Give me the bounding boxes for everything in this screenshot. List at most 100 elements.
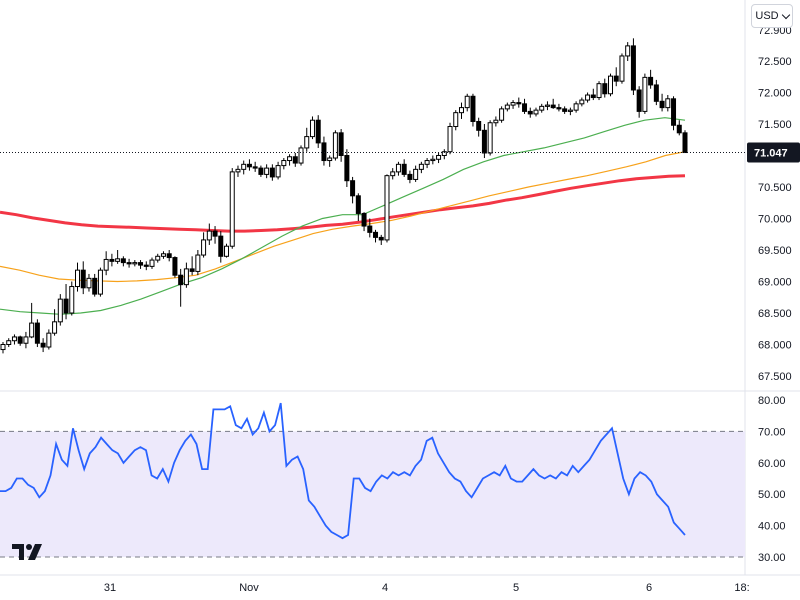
candle bbox=[11, 334, 17, 345]
candle bbox=[642, 73, 648, 114]
candle bbox=[229, 168, 235, 249]
candle bbox=[304, 127, 310, 152]
rsi-tick-label: 70.00 bbox=[758, 426, 786, 438]
rsi-band bbox=[0, 430, 745, 558]
candle bbox=[338, 129, 344, 162]
candle bbox=[453, 110, 459, 131]
candle bbox=[424, 158, 430, 169]
candle bbox=[613, 67, 619, 87]
price-tick-label: 70.500 bbox=[758, 182, 792, 194]
price-tick-label: 72.900 bbox=[758, 25, 792, 37]
time-tick-label: 4 bbox=[382, 582, 388, 594]
candle bbox=[332, 130, 338, 161]
candle bbox=[653, 79, 659, 106]
candle bbox=[504, 102, 510, 112]
candle bbox=[464, 93, 470, 112]
time-tick-label: Nov bbox=[239, 582, 259, 594]
candle bbox=[287, 154, 293, 166]
candle bbox=[373, 229, 379, 243]
candle bbox=[401, 159, 407, 177]
candle bbox=[309, 116, 315, 140]
candle bbox=[258, 165, 264, 177]
candle bbox=[499, 106, 505, 123]
candle bbox=[344, 149, 350, 187]
rsi-tick-label: 30.00 bbox=[758, 552, 786, 564]
candle bbox=[665, 95, 671, 112]
candle bbox=[384, 174, 390, 243]
candle bbox=[206, 223, 212, 245]
candle bbox=[138, 260, 144, 269]
candle bbox=[97, 267, 103, 297]
last-price-badge bbox=[747, 142, 800, 163]
time-tick-label: 31 bbox=[104, 582, 116, 594]
candle bbox=[281, 158, 287, 170]
candle bbox=[40, 338, 46, 353]
candle bbox=[126, 258, 132, 268]
candle bbox=[201, 232, 207, 258]
price-tick-label: 68.500 bbox=[758, 308, 792, 320]
candle bbox=[476, 117, 482, 137]
axes: 67.500 68.000 68.500 69.000 69.500 70.000 70.5… bbox=[104, 25, 792, 594]
candle bbox=[86, 273, 92, 292]
candle bbox=[636, 86, 642, 118]
candle bbox=[29, 302, 35, 339]
candle bbox=[550, 98, 556, 109]
candle bbox=[590, 88, 596, 101]
candle bbox=[57, 294, 63, 326]
candle bbox=[522, 98, 528, 114]
candle bbox=[671, 96, 677, 131]
candle bbox=[648, 69, 654, 89]
candle bbox=[0, 341, 6, 354]
time-tick-label: 18: bbox=[734, 582, 749, 594]
candle bbox=[378, 234, 384, 245]
candle bbox=[6, 338, 12, 348]
candle bbox=[63, 284, 69, 320]
tradingview-logo-icon bbox=[12, 544, 42, 560]
rsi-line bbox=[0, 402, 686, 540]
candle bbox=[166, 250, 172, 262]
candle bbox=[533, 107, 539, 117]
currency-label: USD bbox=[755, 10, 779, 22]
candle bbox=[579, 97, 585, 107]
price-tick-label: 72.000 bbox=[758, 88, 792, 100]
candle bbox=[567, 107, 573, 116]
candle bbox=[241, 160, 247, 175]
candle bbox=[676, 120, 682, 136]
price-tick-label: 67.500 bbox=[758, 371, 792, 383]
price-tick-label: 69.500 bbox=[758, 245, 792, 257]
moving-average-line bbox=[0, 151, 686, 283]
candles bbox=[0, 38, 688, 354]
candle bbox=[596, 81, 602, 101]
candle bbox=[390, 168, 396, 180]
candle bbox=[630, 38, 636, 96]
moving-averages bbox=[0, 117, 686, 315]
candle bbox=[80, 261, 86, 295]
candle bbox=[115, 250, 121, 264]
candle bbox=[458, 102, 464, 119]
candle bbox=[436, 152, 442, 164]
candle bbox=[361, 212, 367, 232]
candle bbox=[481, 124, 487, 159]
candle bbox=[355, 193, 361, 222]
rsi-tick-label: 50.00 bbox=[758, 489, 786, 501]
price-tick-label: 72.500 bbox=[758, 56, 792, 68]
candle bbox=[539, 103, 545, 113]
price-tick-label: 71.500 bbox=[758, 119, 792, 131]
candle bbox=[659, 93, 665, 112]
currency-selector[interactable]: USD bbox=[751, 4, 793, 28]
candle bbox=[367, 218, 373, 238]
candle bbox=[246, 159, 252, 171]
candle bbox=[34, 319, 40, 348]
candle bbox=[327, 155, 333, 167]
candle bbox=[413, 165, 419, 182]
candle bbox=[619, 53, 625, 84]
candle bbox=[264, 164, 270, 179]
candle bbox=[602, 78, 608, 98]
candle bbox=[252, 161, 258, 172]
candle bbox=[298, 145, 304, 166]
candle bbox=[183, 262, 189, 288]
candle bbox=[585, 92, 591, 103]
price-tick-label: 69.000 bbox=[758, 277, 792, 289]
candle bbox=[573, 101, 579, 113]
